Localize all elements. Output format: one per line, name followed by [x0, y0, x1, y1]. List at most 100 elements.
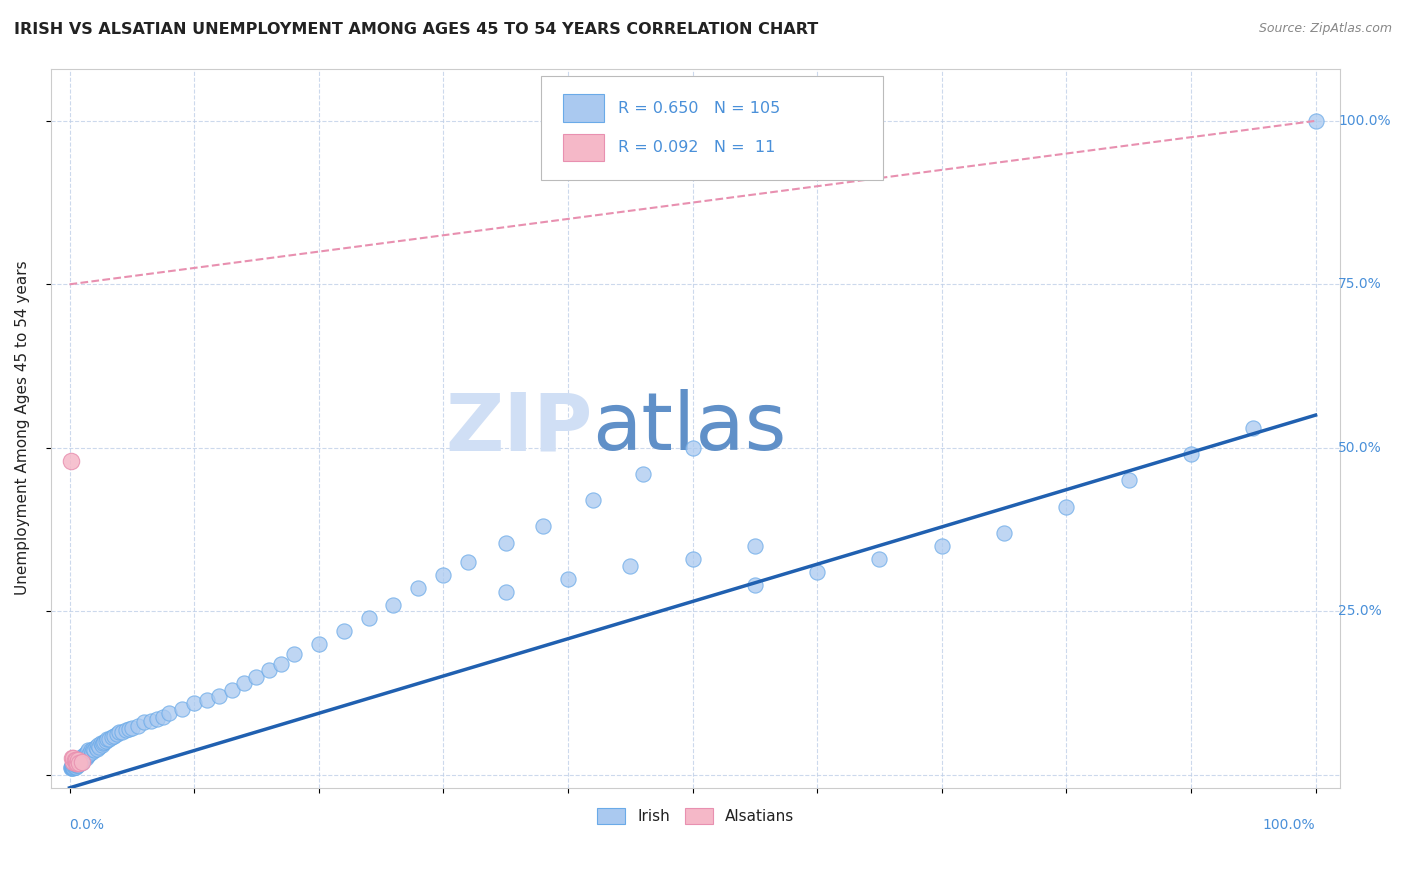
- Point: [195, 692, 218, 706]
- Point: [806, 565, 828, 579]
- Point: [1054, 500, 1077, 514]
- Point: [69, 753, 91, 767]
- Point: [73, 748, 96, 763]
- Point: [82, 741, 104, 756]
- Point: [62, 758, 84, 772]
- Point: [62, 760, 84, 774]
- Text: 0.0%: 0.0%: [69, 818, 104, 832]
- Point: [121, 721, 143, 735]
- Point: [66, 758, 89, 772]
- Point: [86, 741, 108, 756]
- Point: [62, 751, 84, 765]
- Point: [65, 756, 87, 770]
- Y-axis label: Unemployment Among Ages 45 to 54 years: Unemployment Among Ages 45 to 54 years: [15, 260, 30, 596]
- FancyBboxPatch shape: [562, 95, 605, 121]
- Text: 100.0%: 100.0%: [1339, 114, 1391, 128]
- Point: [682, 441, 704, 455]
- Point: [96, 731, 118, 746]
- Text: R = 0.650   N = 105: R = 0.650 N = 105: [619, 101, 780, 116]
- Point: [62, 755, 84, 769]
- Point: [76, 749, 98, 764]
- Point: [1118, 474, 1140, 488]
- Point: [59, 760, 82, 774]
- Point: [70, 751, 93, 765]
- Point: [75, 747, 97, 761]
- Point: [283, 647, 305, 661]
- Point: [118, 722, 141, 736]
- Point: [87, 739, 110, 753]
- Text: 25.0%: 25.0%: [1339, 604, 1382, 618]
- Point: [60, 758, 83, 772]
- Point: [108, 725, 131, 739]
- Point: [90, 736, 112, 750]
- Point: [208, 690, 231, 704]
- Point: [60, 751, 83, 765]
- Point: [69, 753, 91, 767]
- Point: [308, 637, 330, 651]
- Point: [432, 568, 454, 582]
- Point: [90, 739, 112, 753]
- Text: atlas: atlas: [592, 389, 787, 467]
- Point: [63, 753, 86, 767]
- FancyBboxPatch shape: [562, 134, 605, 161]
- Point: [60, 760, 83, 774]
- Legend: Irish, Alsatians: Irish, Alsatians: [591, 802, 800, 830]
- Point: [63, 760, 86, 774]
- FancyBboxPatch shape: [541, 76, 883, 180]
- Point: [65, 753, 87, 767]
- Point: [1305, 113, 1327, 128]
- Point: [67, 756, 90, 770]
- Point: [257, 663, 280, 677]
- Point: [80, 743, 103, 757]
- Point: [70, 755, 93, 769]
- Point: [69, 756, 91, 770]
- Point: [80, 745, 103, 759]
- Point: [60, 761, 83, 775]
- Point: [72, 749, 94, 764]
- Point: [66, 756, 89, 770]
- Point: [89, 740, 111, 755]
- Point: [76, 745, 98, 759]
- Point: [67, 753, 90, 767]
- Point: [1180, 447, 1202, 461]
- Point: [382, 598, 405, 612]
- Point: [62, 756, 84, 770]
- Point: [84, 740, 107, 755]
- Point: [531, 519, 554, 533]
- Point: [495, 535, 517, 549]
- Point: [65, 756, 87, 770]
- Text: ZIP: ZIP: [446, 389, 592, 467]
- Text: 50.0%: 50.0%: [1339, 441, 1382, 455]
- Point: [139, 714, 162, 728]
- Point: [993, 525, 1015, 540]
- Point: [59, 761, 82, 775]
- Point: [70, 755, 93, 769]
- Point: [83, 743, 105, 757]
- Point: [619, 558, 641, 573]
- Point: [170, 702, 193, 716]
- Text: Source: ZipAtlas.com: Source: ZipAtlas.com: [1258, 22, 1392, 36]
- Point: [69, 751, 91, 765]
- Point: [744, 539, 766, 553]
- Point: [93, 735, 115, 749]
- Point: [682, 552, 704, 566]
- Point: [127, 719, 149, 733]
- Point: [157, 706, 180, 720]
- Point: [270, 657, 292, 671]
- Point: [69, 756, 91, 770]
- Point: [72, 753, 94, 767]
- Point: [101, 730, 124, 744]
- Point: [744, 578, 766, 592]
- Point: [103, 729, 125, 743]
- Point: [557, 572, 579, 586]
- Point: [631, 467, 654, 481]
- Point: [94, 733, 117, 747]
- Point: [868, 552, 890, 566]
- Point: [152, 710, 174, 724]
- Point: [98, 731, 121, 746]
- Point: [495, 584, 517, 599]
- Point: [77, 748, 100, 763]
- Text: R = 0.092   N =  11: R = 0.092 N = 11: [619, 140, 776, 155]
- Point: [1241, 421, 1264, 435]
- Point: [65, 760, 87, 774]
